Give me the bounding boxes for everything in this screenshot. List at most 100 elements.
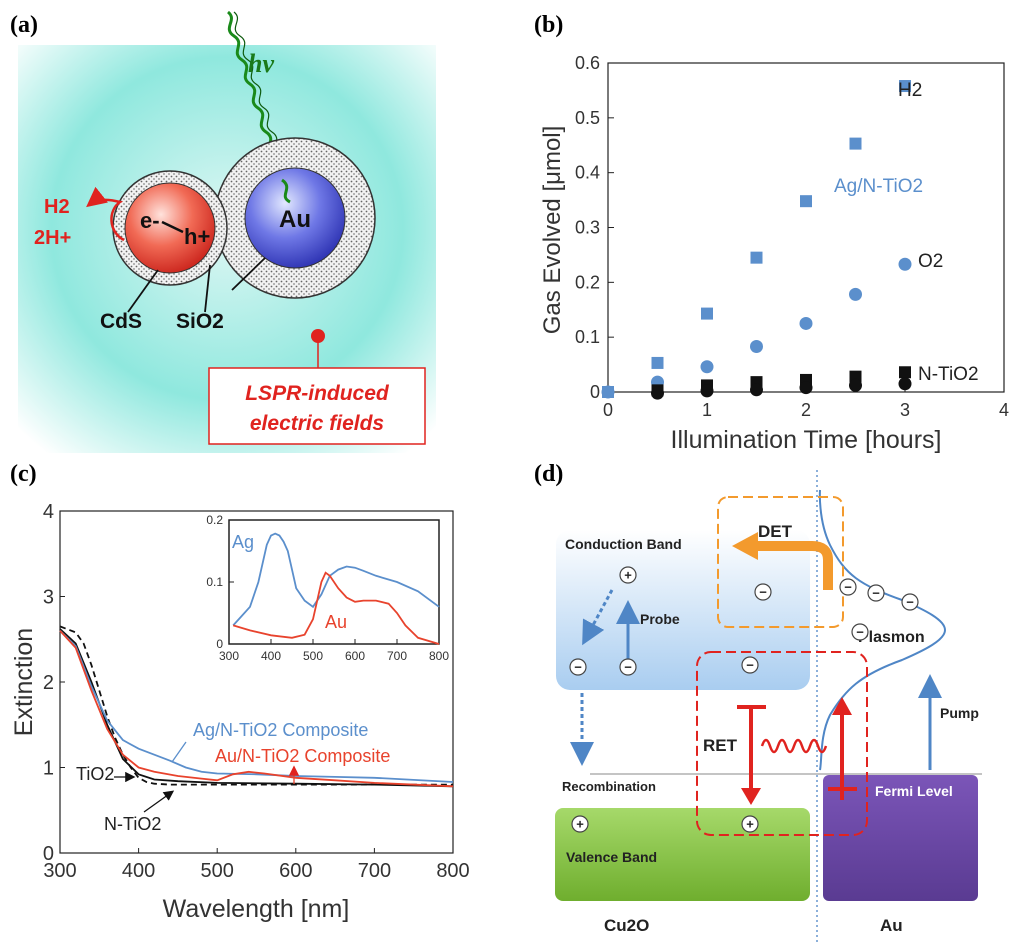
c-xtick-label: 700 bbox=[358, 860, 391, 882]
carrier-circle bbox=[571, 815, 589, 833]
b-point-square bbox=[899, 80, 911, 93]
carrier-sign: + bbox=[576, 817, 584, 832]
ci-xtick-label: 800 bbox=[429, 649, 449, 663]
chart-b-ag-label: Ag/N-TiO2 bbox=[834, 176, 923, 197]
c-xtick-label: 600 bbox=[279, 860, 312, 882]
carrier-sign: + bbox=[746, 817, 754, 832]
recombination-label: Recombination bbox=[562, 779, 656, 794]
b-point-circle bbox=[750, 383, 763, 397]
c-ytick-label: 2 bbox=[43, 672, 54, 694]
au-bottom-label: Au bbox=[880, 916, 903, 935]
panel-c-label: (c) bbox=[10, 461, 37, 487]
b-point-square bbox=[899, 366, 911, 379]
chart-c-lines bbox=[59, 625, 454, 788]
carrier-circle bbox=[867, 584, 885, 602]
b-point-square bbox=[750, 251, 763, 264]
carrier-sign: − bbox=[759, 585, 767, 600]
b-point-circle bbox=[849, 378, 862, 392]
chart-b-o2-label: O2 bbox=[918, 251, 943, 272]
probe-label: Probe bbox=[640, 611, 680, 627]
chart-c-tio2-label: TiO2 bbox=[76, 764, 114, 784]
b-xtick-label: 1 bbox=[702, 400, 712, 420]
carrier-sign: − bbox=[574, 660, 582, 675]
b-point-circle bbox=[601, 385, 615, 399]
chart-b-h2-label: H2 bbox=[898, 80, 922, 101]
carrier-sign: − bbox=[624, 660, 632, 675]
ci-xtick-label: 500 bbox=[303, 649, 323, 663]
b-point-circle bbox=[849, 287, 862, 301]
carrier-circle bbox=[754, 583, 772, 601]
conduction-band-label: Conduction Band bbox=[565, 536, 682, 552]
chart-c-ntio2-label: N-TiO2 bbox=[104, 814, 161, 834]
panel-d: (d) Conduction Band Valence Band Fermi L… bbox=[534, 461, 982, 943]
carrier-circle bbox=[619, 658, 637, 676]
ci-xtick-label: 300 bbox=[219, 649, 239, 663]
b-point-circle bbox=[750, 339, 763, 353]
ret-box bbox=[696, 651, 868, 836]
carrier-sign: − bbox=[872, 586, 880, 601]
relax-arrow bbox=[582, 589, 614, 646]
c-ytick-label: 4 bbox=[43, 501, 54, 523]
chart-b-points bbox=[601, 80, 912, 400]
b-point-circle bbox=[799, 316, 813, 330]
cu2o-label: Cu2O bbox=[604, 916, 649, 935]
ci-xtick-label: 700 bbox=[387, 649, 407, 663]
inset-ag-label: Ag bbox=[232, 532, 254, 552]
ci-series-line bbox=[232, 532, 440, 627]
c-xtick-label: 800 bbox=[436, 860, 469, 882]
b-point-circle bbox=[799, 381, 813, 395]
carrier-sign: + bbox=[624, 568, 632, 583]
panel-d-label: (d) bbox=[534, 461, 563, 487]
ci-xtick-label: 600 bbox=[345, 649, 365, 663]
conduction-band-block bbox=[556, 530, 810, 690]
carrier-sign: − bbox=[856, 625, 864, 640]
cds-label: CdS bbox=[100, 310, 142, 333]
b-ytick-label: 0.2 bbox=[575, 272, 600, 292]
c-ytick-label: 1 bbox=[43, 758, 54, 780]
b-point-square bbox=[701, 307, 713, 320]
au-block bbox=[823, 775, 978, 901]
au-core bbox=[244, 167, 346, 269]
sio2-label: SiO2 bbox=[176, 310, 224, 333]
c-series-line bbox=[59, 628, 454, 788]
plasmon-curve bbox=[818, 489, 947, 771]
h2-reaction-arrow bbox=[86, 186, 125, 242]
b-point-square bbox=[849, 137, 862, 150]
electron-label: e- bbox=[140, 208, 160, 233]
b-ytick-label: 0.1 bbox=[575, 327, 600, 347]
ci-ytick-label: 0.1 bbox=[206, 575, 223, 589]
h2-label: H2 bbox=[44, 196, 70, 218]
b-point-square bbox=[800, 195, 812, 208]
b-point-square bbox=[651, 356, 664, 369]
chart-c-ticks: 300 400 500 600 700 800 0 1 2 3 4 bbox=[43, 501, 470, 882]
b-point-circle bbox=[651, 386, 664, 400]
det-arrow bbox=[755, 541, 833, 590]
inset-au-label: Au bbox=[325, 612, 347, 632]
valence-band-label: Valence Band bbox=[566, 849, 657, 865]
2h-label: 2H+ bbox=[34, 227, 71, 249]
b-ytick-label: 0.6 bbox=[575, 53, 600, 73]
carrier-sign: − bbox=[906, 595, 914, 610]
carrier-circle bbox=[851, 623, 869, 641]
chart-b-ntio2-label: N-TiO2 bbox=[918, 364, 979, 385]
ci-series-line bbox=[232, 571, 440, 645]
chart-b-ticks: 0 1 2 3 4 0 0.1 0.2 0.3 0.4 0.5 0.6 bbox=[575, 53, 1009, 420]
charge-carriers: + − − − − − − − − + + bbox=[569, 566, 919, 833]
b-xtick-label: 0 bbox=[603, 400, 613, 420]
ret-wave bbox=[760, 738, 828, 754]
cds-core bbox=[124, 182, 216, 274]
c-xtick-label: 300 bbox=[43, 860, 76, 882]
det-label: DET bbox=[758, 522, 793, 541]
ci-xtick-label: 400 bbox=[261, 649, 281, 663]
ci-ytick-label: 0 bbox=[216, 637, 223, 651]
b-xtick-label: 3 bbox=[900, 400, 910, 420]
b-ytick-label: 0 bbox=[590, 382, 600, 402]
chart-c-au-label: Au/N-TiO2 Composite bbox=[215, 746, 390, 766]
b-ytick-label: 0.4 bbox=[575, 163, 600, 183]
chart-c-inset-ticks: 300 400 500 600 700 800 0 0.1 0.2 bbox=[206, 513, 449, 663]
c-ytick-label: 3 bbox=[43, 587, 54, 609]
lspr-callout-box bbox=[208, 367, 426, 445]
chart-c-ag-label: Ag/N-TiO2 Composite bbox=[193, 720, 368, 740]
carrier-circle bbox=[569, 658, 587, 676]
photon-label: hν bbox=[248, 49, 274, 78]
